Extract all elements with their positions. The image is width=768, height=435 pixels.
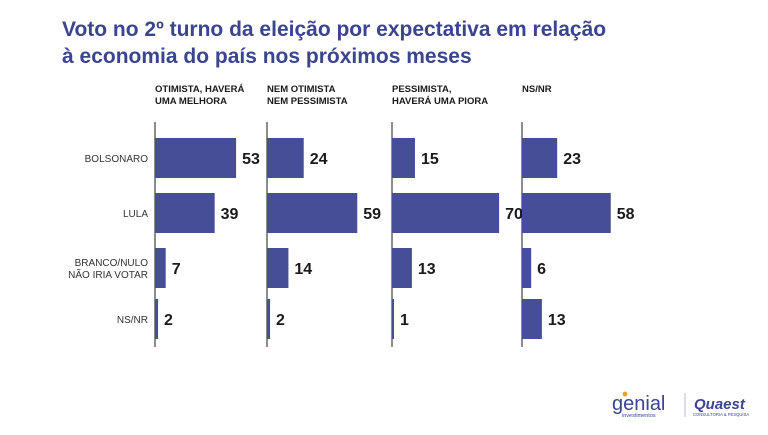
value-label-1-2: 14 [294,261,312,278]
chart-title-line-1: Voto no 2º turno da eleição por expectat… [62,18,607,41]
value-label-3-3: 13 [548,312,566,329]
category-label-0-0: BOLSONARO [85,154,149,165]
value-label-2-2: 13 [418,261,436,278]
facet-header-2-0: PESSIMISTA, [392,84,451,95]
bar-1-0 [267,138,304,178]
chart-title-line-2: à economia do país nos próximos meses [62,45,472,68]
facet-header-2-1: HAVERÁ UMA PIORA [392,96,488,107]
category-label-1-0: LULA [123,209,148,220]
value-label-1-0: 24 [310,151,328,168]
chart-title: Voto no 2º turno da eleição por expectat… [62,16,702,70]
value-label-0-2: 7 [172,261,181,278]
bar-2-0 [392,138,415,178]
facet-header-1-1: NEM PESSIMISTA [267,96,348,107]
value-label-3-1: 58 [617,206,635,223]
bar-2-3 [392,299,394,339]
bar-1-3 [267,299,271,339]
value-label-1-1: 59 [363,206,381,223]
facet-header-1-0: NEM OTIMISTA [267,84,336,95]
bar-2-1 [392,193,500,233]
bar-1-1 [267,193,358,233]
facet-header-0-0: OTIMISTA, HAVERÁ [155,84,245,95]
bar-0-2 [155,248,166,288]
bar-3-2 [522,248,532,288]
value-label-0-0: 53 [242,151,260,168]
value-label-0-3: 2 [164,312,173,329]
bar-3-0 [522,138,558,178]
value-label-2-3: 1 [400,312,409,329]
bar-0-1 [155,193,215,233]
category-label-3-0: NS/NR [117,315,148,326]
bar-3-3 [522,299,542,339]
facet-header-0-1: UMA MELHORA [155,96,227,107]
bar-0-0 [155,138,237,178]
bar-1-2 [267,248,289,288]
value-label-3-0: 23 [563,151,581,168]
bar-0-3 [155,299,159,339]
category-label-2-0: BRANCO/NULO [75,258,149,269]
bar-2-2 [392,248,412,288]
value-label-2-1: 70 [505,206,523,223]
facet-header-3-0: NS/NR [522,84,552,95]
value-label-0-1: 39 [221,206,239,223]
value-label-2-0: 15 [421,151,439,168]
value-label-1-3: 2 [276,312,285,329]
bar-3-1 [522,193,611,233]
value-label-3-2: 6 [537,261,546,278]
category-label-2-1: NÃO IRIA VOTAR [68,268,148,281]
